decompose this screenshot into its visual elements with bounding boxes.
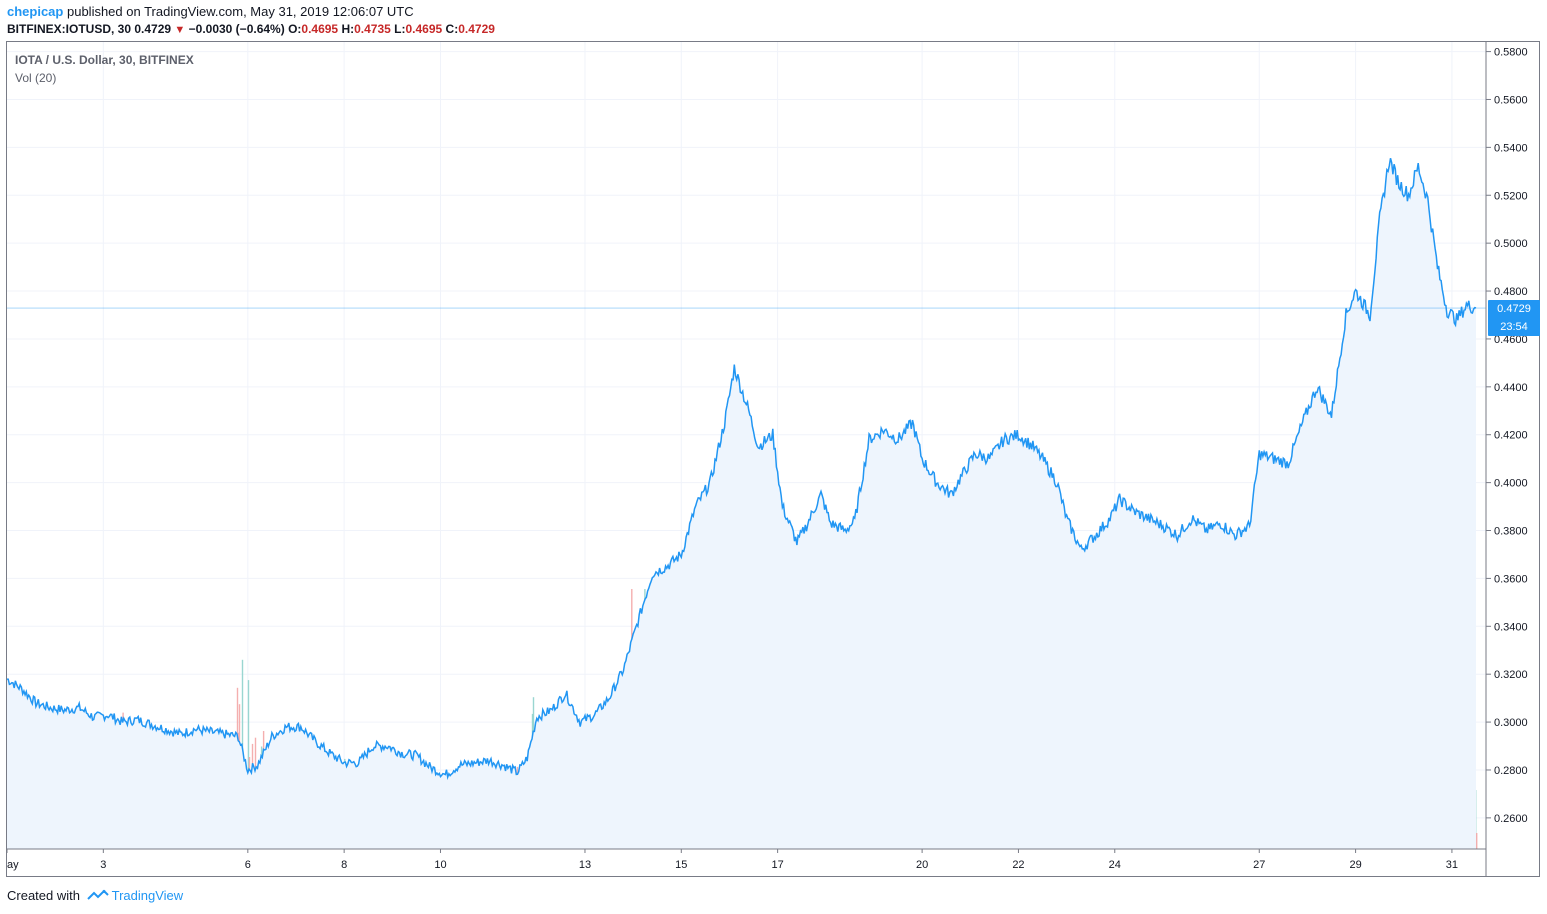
last-price: 0.4729 [134,22,172,36]
price-change: −0.0030 (−0.64%) [188,22,285,36]
y-tick-label: 0.4000 [1494,478,1528,490]
ohlc-header: BITFINEX:IOTUSD, 30 0.4729 ▼ −0.0030 (−0… [7,22,495,36]
x-tick-label: 10 [434,859,446,871]
low-label: L: [394,22,406,36]
y-tick-label: 0.3400 [1494,621,1528,633]
y-tick-label: 0.5400 [1494,142,1528,154]
x-tick-label: 24 [1109,859,1121,871]
close-label: C: [445,22,459,36]
y-tick-label: 0.3800 [1494,526,1528,538]
y-tick-label: 0.2800 [1494,765,1528,777]
y-tick-label: 0.2600 [1494,813,1528,825]
y-tick-label: 0.4200 [1494,430,1528,442]
y-tick-label: 0.5200 [1494,190,1528,202]
chart-legend-title[interactable]: IOTA / U.S. Dollar, 30, BITFINEX [15,53,194,67]
published-text: published on TradingView.com, May 31, 20… [66,4,414,19]
publish-header: chepicap published on TradingView.com, M… [7,4,414,19]
y-tick-label: 0.3600 [1494,573,1528,585]
x-tick-label: 6 [245,859,251,871]
volume-bar [1476,833,1478,849]
close-value: 0.4729 [458,22,495,36]
price-axis: 0.5800 0.5600 0.5400 0.5200 0.5000 0.4800 0.46… [1486,47,1528,825]
last-price-badge [1488,300,1540,337]
x-tick-label: 17 [771,859,783,871]
created-with-text: Created with [7,888,80,903]
y-tick-label: 0.5600 [1494,94,1528,106]
x-tick-label: 13 [579,859,591,871]
price-area-fill [7,158,1476,849]
footer: Created with TradingView [7,888,183,904]
y-tick-label: 0.3200 [1494,669,1528,681]
x-tick-label: 20 [916,859,928,871]
x-tick-label: 8 [341,859,347,871]
y-tick-label: 0.4800 [1494,286,1528,298]
y-tick-label: 0.4400 [1494,382,1528,394]
x-tick-label: 15 [675,859,687,871]
tradingview-brand[interactable]: TradingView [111,888,184,903]
high-label: H: [341,22,355,36]
x-tick-label: 27 [1253,859,1265,871]
x-tick-label: 22 [1012,859,1024,871]
last-price-label: 0.4729 23:54 [1488,300,1540,337]
tradingview-logo-icon [86,889,109,904]
open-value: 0.4695 [301,22,339,36]
time-axis: ay 3 6 8 10 13 15 17 20 22 24 27 29 31 [6,849,1458,871]
publisher-name[interactable]: chepicap [7,4,64,19]
y-tick-label: 0.5800 [1494,47,1528,59]
volume-bar [247,680,250,849]
x-tick-label: 31 [1446,859,1458,871]
chart-frame[interactable] [6,41,1540,877]
volume-legend[interactable]: Vol (20) [15,71,57,85]
bar-countdown: 23:54 [1500,321,1528,333]
x-tick-label: ay [7,859,19,871]
x-tick-label: 29 [1349,859,1361,871]
y-tick-label: 0.5000 [1494,238,1528,250]
y-tick-label: 0.3000 [1494,717,1528,729]
low-value: 0.4695 [405,22,443,36]
y-tick-label: 0.4600 [1494,334,1528,346]
down-triangle-icon: ▼ [174,24,186,36]
price-line [6,158,1477,781]
x-tick-label: 3 [100,859,106,871]
open-label: O: [288,22,302,36]
symbol-label: BITFINEX:IOTUSD, 30 [7,22,132,36]
last-price-value: 0.4729 [1497,303,1531,315]
high-value: 0.4735 [354,22,391,36]
